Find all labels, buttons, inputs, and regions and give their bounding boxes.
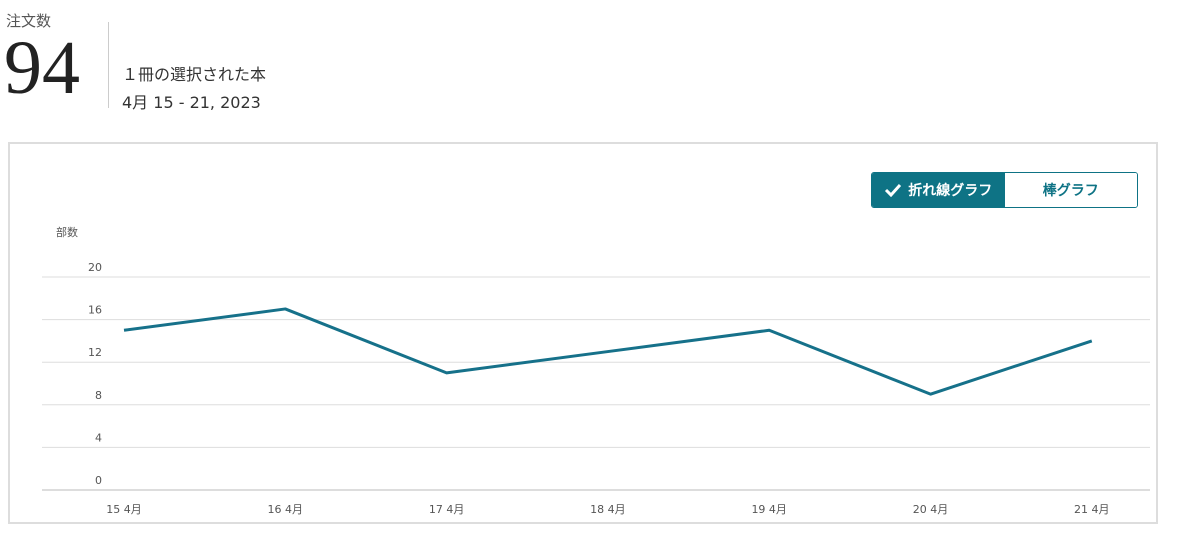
y-axis-label: 部数 (56, 225, 78, 239)
x-tick-label: 15 4月 (106, 503, 142, 516)
x-tick-label: 18 4月 (590, 503, 626, 516)
y-tick-label: 12 (88, 346, 102, 359)
y-tick-label: 0 (95, 474, 102, 487)
y-tick-label: 16 (88, 304, 102, 317)
chart-panel (8, 142, 1158, 524)
x-tick-label: 19 4月 (751, 503, 787, 516)
x-tick-label: 20 4月 (913, 503, 949, 516)
bar-toggle[interactable]: 棒グラフ (1004, 173, 1137, 207)
separator (108, 22, 109, 108)
y-tick-label: 4 (95, 431, 102, 444)
subtitle: １冊の選択された本 (122, 65, 267, 84)
line-series (123, 307, 1093, 396)
metric-value: 94 (4, 26, 80, 110)
y-tick-label: 20 (88, 261, 102, 274)
toggle-label: 折れ線グラフ (908, 183, 993, 199)
x-tick-label: 16 4月 (268, 503, 304, 516)
toggle-label: 棒グラフ (1042, 183, 1099, 199)
chart-toggle: 折れ線グラフ 棒グラフ (871, 172, 1138, 208)
line-toggle[interactable]: 折れ線グラフ (872, 173, 1005, 207)
check-icon (885, 183, 902, 197)
date-range: 4月 15 - 21, 2023 (122, 93, 261, 112)
x-tick-label: 17 4月 (429, 503, 465, 516)
y-tick-label: 8 (95, 389, 102, 402)
metric-label: 注文数 (6, 12, 52, 30)
x-tick-label: 21 4月 (1074, 503, 1110, 516)
